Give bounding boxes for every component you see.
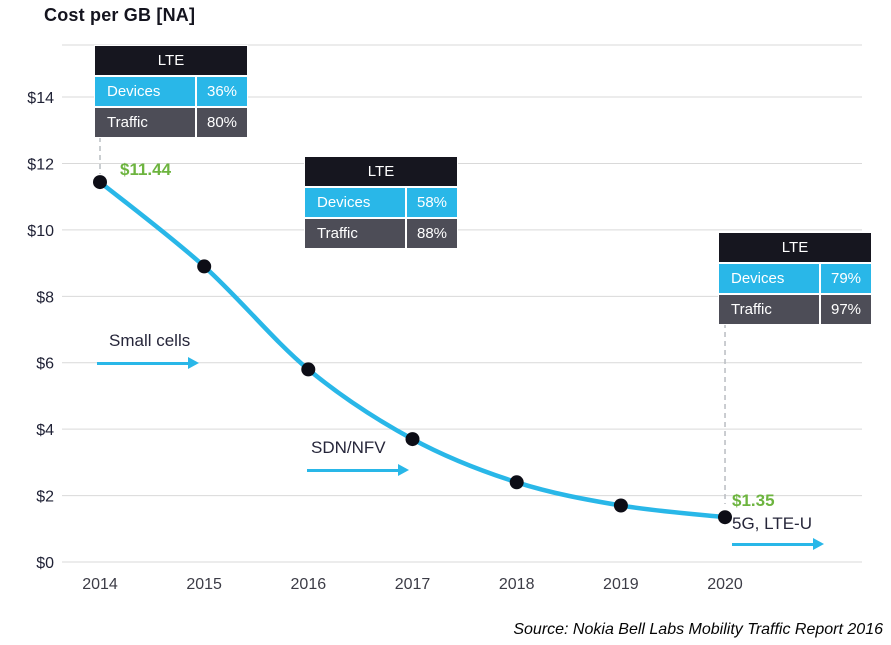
y-tick-label: $6 [36,356,54,373]
lte-table-2014: LTE Devices 36% Traffic 80% [95,46,247,137]
lte-devices-row: Devices 36% [95,75,247,106]
lte-devices-row: Devices 79% [719,262,871,293]
source-caption: Source: Nokia Bell Labs Mobility Traffic… [513,621,883,638]
arrow-right-icon [307,464,409,476]
lte-table-2016: LTE Devices 58% Traffic 88% [305,157,457,248]
y-tick-label: $10 [27,223,54,240]
lte-traffic-row: Traffic 97% [719,293,871,324]
chart-title: Cost per GB [NA] [44,5,196,25]
annotation-text: Small cells [109,331,191,350]
x-tick-label: 2016 [291,576,327,593]
traffic-label: Traffic [731,301,772,318]
end-value-label: $1.35 [732,491,775,510]
data-point [197,259,212,274]
traffic-value: 88% [405,219,457,248]
arrow-right-icon [732,538,824,550]
annotation-5g-lte-u: $1.35 5G, LTE-U [732,491,824,550]
lte-traffic-row: Traffic 80% [95,106,247,137]
traffic-value: 97% [819,295,871,324]
devices-label: Devices [107,83,161,100]
devices-value: 79% [819,264,871,293]
data-point [718,510,732,525]
annotation-small-cells: Small cells [97,331,199,369]
traffic-value: 80% [195,108,247,137]
lte-devices-row: Devices 58% [305,186,457,217]
x-tick-label: 2017 [395,576,431,593]
data-point [405,432,420,447]
y-tick-label: $0 [36,555,54,572]
y-tick-label: $4 [36,422,54,439]
data-point [509,475,524,490]
data-point [93,175,107,190]
arrow-right-icon [97,357,199,369]
devices-label: Devices [731,270,785,287]
y-tick-label: $8 [36,289,54,306]
x-tick-label: 2018 [499,576,535,593]
x-tick-label: 2015 [186,576,222,593]
traffic-label: Traffic [107,114,148,131]
annotation-text: 5G, LTE-U [732,514,812,533]
lte-traffic-row: Traffic 88% [305,217,457,248]
x-tick-label: 2014 [82,576,118,593]
y-tick-label: $12 [27,156,54,173]
annotation-sdn-nfv: SDN/NFV [307,438,409,476]
y-tick-label: $14 [27,90,54,107]
traffic-label: Traffic [317,225,358,242]
y-tick-label: $2 [36,489,54,506]
lte-table-header: LTE [95,46,247,75]
start-value-label: $11.44 [120,160,172,179]
x-tick-label: 2019 [603,576,639,593]
devices-value: 36% [195,77,247,106]
lte-table-header: LTE [719,233,871,262]
devices-label: Devices [317,194,371,211]
lte-table-header: LTE [305,157,457,186]
x-tick-label: 2020 [707,576,743,593]
annotation-text: SDN/NFV [311,438,386,457]
lte-table-2020: LTE Devices 79% Traffic 97% [719,233,871,324]
data-point [613,498,628,513]
devices-value: 58% [405,188,457,217]
data-point [301,362,316,377]
